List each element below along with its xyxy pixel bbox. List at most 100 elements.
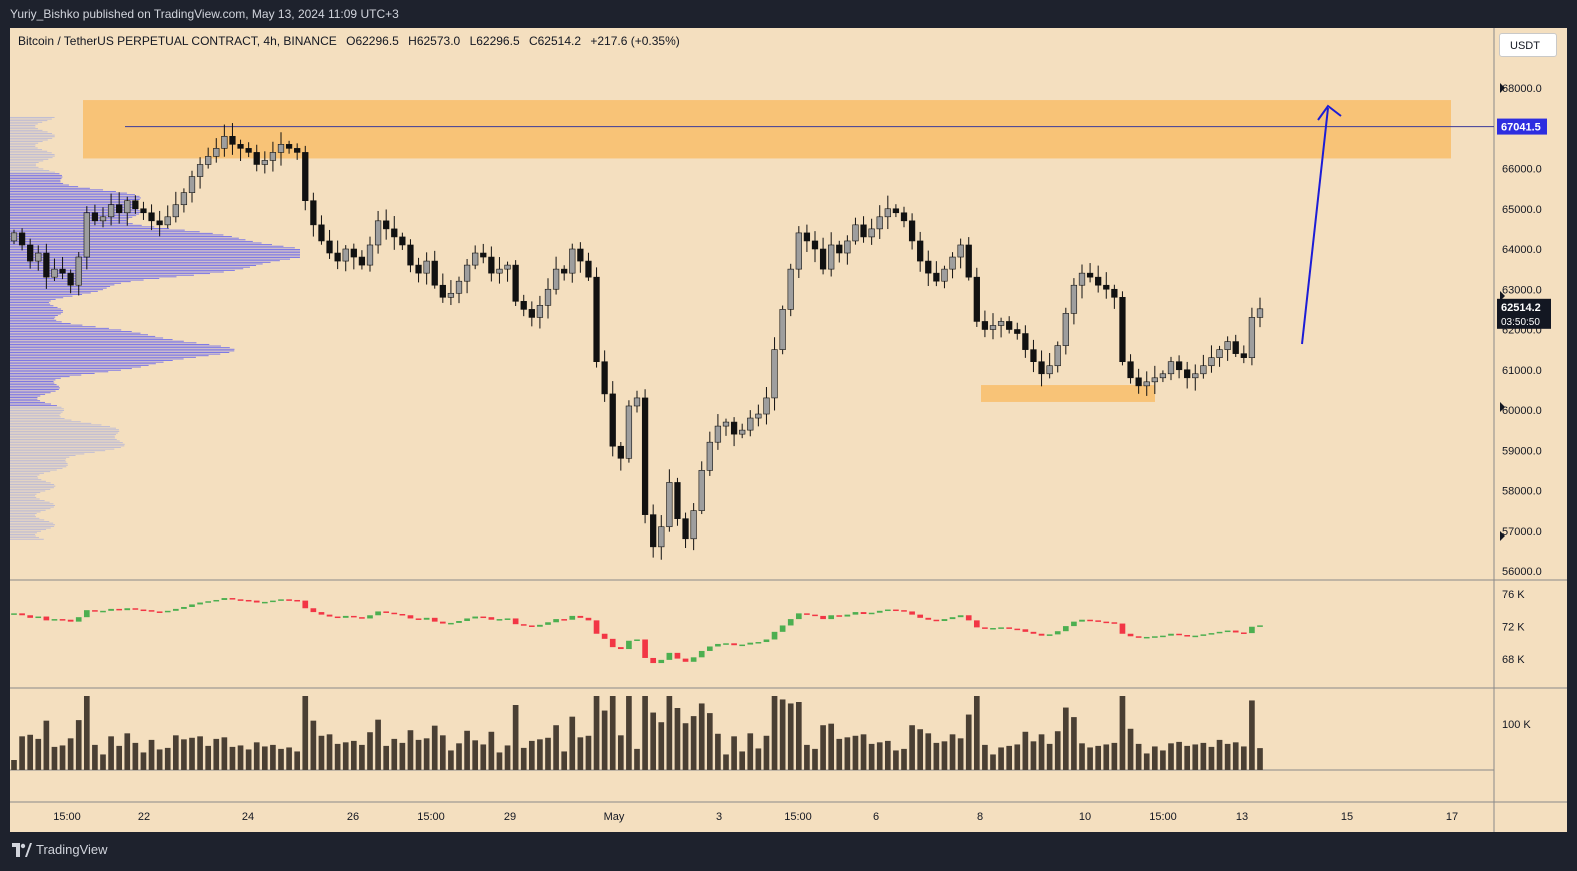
candle (1200, 354, 1207, 379)
legend-high: H62573.0 (408, 34, 461, 48)
volume-profile-bar (10, 334, 148, 336)
volume-bar (456, 743, 462, 770)
candle (504, 261, 511, 282)
volume-profile-bar (10, 197, 141, 199)
candle (164, 205, 171, 229)
candle-body (1224, 341, 1231, 350)
indicator-bar (973, 620, 980, 628)
candle (544, 278, 552, 319)
indicator-bar (836, 615, 843, 617)
tradingview-logo[interactable]: TradingView (12, 842, 108, 857)
indicator-tick-label: 72 K (1502, 622, 1525, 634)
chart-frame[interactable]: 68000.067000.066000.065000.064000.063000… (10, 28, 1567, 832)
volume-profile-bar (10, 255, 300, 257)
volume-bar (973, 696, 980, 770)
volume-bar (528, 740, 535, 770)
indicator-bar (488, 617, 495, 620)
candle (1151, 365, 1158, 395)
candle (447, 280, 455, 306)
candle-body (488, 256, 495, 274)
volume-profile-bar (10, 231, 200, 233)
candle (342, 245, 349, 272)
volume-profile-bar (10, 455, 76, 456)
candle-body (1175, 361, 1183, 371)
candle-body (245, 148, 252, 153)
volume-profile-bar (10, 289, 103, 291)
volume-profile-bar (10, 282, 122, 284)
volume-bar (1079, 743, 1085, 770)
indicator-bar (901, 610, 907, 612)
candle-body (1159, 373, 1167, 379)
candle (561, 265, 568, 281)
volume-bar (439, 735, 446, 770)
candle (981, 310, 989, 338)
volume-bar (11, 760, 17, 770)
volume-bar (1200, 742, 1207, 770)
candle (245, 142, 252, 158)
candle-body (342, 248, 349, 262)
volume-bar (43, 720, 50, 770)
indicator-bar (116, 608, 123, 611)
candle-body (860, 224, 867, 238)
candle-body (868, 228, 875, 238)
volume-profile-bar (10, 509, 46, 511)
candle-body (285, 144, 293, 149)
volume-profile-bar (10, 480, 46, 482)
volume-bar (132, 742, 139, 770)
volume-profile-bar (10, 347, 230, 349)
candle (188, 170, 196, 203)
chart-canvas[interactable]: 68000.067000.066000.065000.064000.063000… (10, 28, 1567, 832)
candle-body (431, 260, 438, 286)
indicator-bar (1014, 628, 1021, 631)
candle-body (1062, 313, 1069, 346)
volume-profile-bar (10, 239, 246, 241)
volume-bar (19, 736, 25, 770)
candle (625, 400, 633, 463)
volume-bar (1030, 741, 1037, 770)
volume-bar (763, 735, 770, 770)
candle-body (1022, 333, 1029, 350)
candle-body (512, 264, 519, 302)
candle-body (1127, 361, 1134, 379)
volume-pane: 100 K (11, 696, 1531, 770)
volume-bar (415, 739, 422, 770)
candle (1062, 307, 1069, 355)
indicator-bar (472, 616, 479, 619)
volume-bar (334, 743, 341, 770)
candle (318, 215, 325, 245)
time-tick-label: 15:00 (53, 811, 81, 823)
candle-body (706, 441, 713, 471)
volume-profile-bar (10, 224, 142, 226)
volume-profile-bar (10, 358, 184, 360)
indicator-bar (884, 609, 891, 612)
volume-profile-bar (10, 472, 44, 474)
candle (900, 206, 908, 228)
candle (1038, 350, 1045, 387)
volume-bar (67, 738, 74, 770)
volume-profile-bar (10, 232, 213, 234)
volume-profile-bar (10, 368, 132, 370)
volume-profile-bar (10, 448, 115, 450)
volume-profile-bar (10, 260, 280, 262)
indicator-bar (334, 616, 341, 619)
volume-bar (715, 733, 721, 770)
indicator-bar (642, 639, 648, 658)
zone-rect (981, 385, 1155, 402)
candle (180, 188, 188, 213)
candle (1143, 371, 1150, 396)
level-price-label: 67041.5 (1497, 118, 1547, 135)
candle-body (261, 160, 268, 165)
candle-body (1086, 272, 1094, 278)
indicator-bar (253, 600, 260, 603)
time-tick-label: May (604, 811, 625, 823)
currency-button[interactable]: USDT (1499, 33, 1557, 57)
volume-profile-bar (10, 398, 38, 400)
axis-marker-icon (1500, 402, 1505, 412)
volume-profile-bar (10, 268, 244, 270)
indicator-bar (92, 610, 98, 612)
volume-bar (998, 747, 1004, 770)
indicator-tick-label: 76 K (1502, 589, 1525, 601)
candle (1086, 263, 1094, 283)
axis-marker-icon (1500, 83, 1505, 93)
indicator-bar (1071, 621, 1077, 627)
